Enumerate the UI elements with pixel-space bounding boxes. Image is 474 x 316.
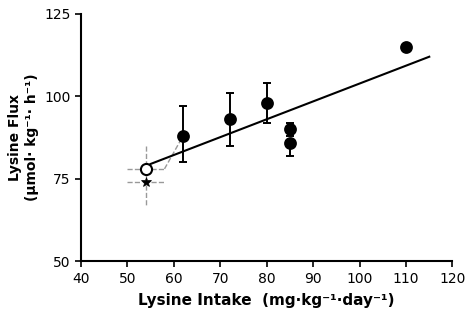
X-axis label: Lysine Intake  (mg·kg⁻¹·day⁻¹): Lysine Intake (mg·kg⁻¹·day⁻¹) — [138, 293, 395, 308]
Y-axis label: Lysine Flux
(μmol· kg⁻¹· h⁻¹): Lysine Flux (μmol· kg⁻¹· h⁻¹) — [9, 74, 38, 201]
